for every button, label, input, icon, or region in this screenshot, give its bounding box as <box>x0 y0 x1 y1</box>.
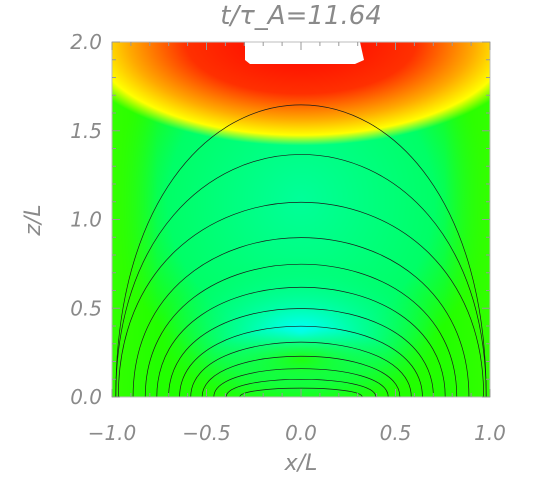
x-tick-label-4: 1.0 <box>474 421 506 445</box>
y-tick-label-4: 2.0 <box>70 30 102 54</box>
field-line-8 <box>144 263 458 397</box>
field-line-2 <box>213 368 389 397</box>
x-tick-label-2: 0.0 <box>285 421 317 445</box>
y-axis-title: z/L <box>21 204 46 236</box>
field-line-9 <box>132 237 470 397</box>
field-hot-region <box>112 42 490 397</box>
heatmap-field <box>112 42 490 397</box>
field-line-1 <box>225 379 377 397</box>
x-tick-label-3: 0.5 <box>380 421 412 445</box>
x-tick-label-0: −1.0 <box>88 421 137 445</box>
y-tick-labels: 0.0 0.5 1.0 1.5 2.0 <box>70 30 102 409</box>
chart-title: t/τ_A=11.64 <box>220 1 382 31</box>
y-tick-label-3: 1.5 <box>70 119 102 143</box>
x-tick-label-1: −0.5 <box>182 421 231 445</box>
axis-ticks <box>111 41 491 398</box>
y-tick-label-2: 1.0 <box>70 208 102 232</box>
x-tick-labels: −1.0 −0.5 0.0 0.5 1.0 <box>88 421 506 445</box>
field-line-10 <box>117 201 485 397</box>
x-axis-title: x/L <box>284 451 318 476</box>
field-line-12 <box>115 104 487 397</box>
field-line-11 <box>115 154 487 397</box>
y-tick-label-1: 0.5 <box>70 296 102 320</box>
y-tick-label-0: 0.0 <box>70 385 102 409</box>
field-saturated-region <box>245 42 364 64</box>
